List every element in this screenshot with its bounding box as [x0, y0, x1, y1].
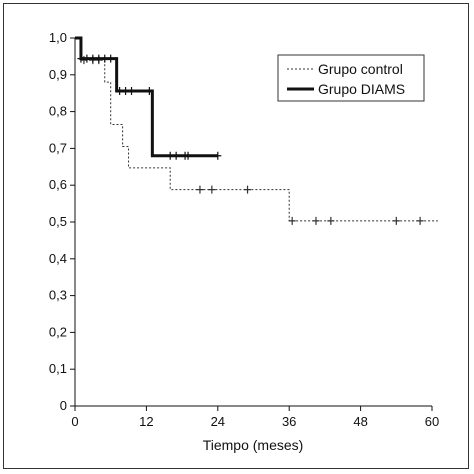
y-tick-label: 0 [60, 398, 67, 413]
censor-mark-1 [166, 151, 174, 160]
x-tick-label: 24 [211, 414, 225, 429]
y-tick-label: 0,3 [49, 288, 67, 303]
censor-mark-0 [208, 185, 216, 194]
censor-mark-1 [214, 151, 222, 160]
legend: Grupo control Grupo DIAMS [277, 54, 425, 102]
censor-mark-1 [116, 86, 124, 95]
censor-mark-1 [122, 86, 130, 95]
censor-mark-0 [288, 216, 296, 225]
y-tick-label: 1,0 [49, 30, 67, 45]
y-tick-label: 0,9 [49, 67, 67, 82]
x-tick-label: 12 [139, 414, 153, 429]
censor-mark-1 [184, 151, 192, 160]
censor-mark-1 [89, 54, 97, 63]
series-line-1 [75, 36, 218, 158]
x-tick-label: 0 [71, 414, 78, 429]
censor-mark-0 [392, 216, 400, 225]
y-tick-label: 0,6 [49, 177, 67, 192]
censor-mark-0 [312, 216, 320, 225]
legend-label-control: Grupo control [318, 61, 403, 77]
axes: 0 0,1 0,2 0,3 0,4 0,5 0,6 0,7 0,8 0,9 1,0 0 12 24 36 48… [49, 30, 439, 429]
x-tick-label: 36 [282, 414, 296, 429]
legend-label-diams: Grupo DIAMS [318, 81, 405, 97]
y-tick-label: 0,8 [49, 104, 67, 119]
censor-mark-1 [101, 54, 109, 63]
censor-mark-1 [145, 86, 153, 95]
censor-mark-1 [95, 54, 103, 63]
series-line-0 [75, 37, 438, 222]
y-tick-label: 0,4 [49, 251, 67, 266]
y-tick-label: 0,5 [49, 214, 67, 229]
censor-mark-1 [107, 54, 115, 63]
censor-mark-0 [244, 185, 252, 194]
censor-mark-1 [172, 151, 180, 160]
x-tick-label: 60 [425, 414, 439, 429]
censor-mark-1 [83, 54, 91, 63]
y-tick-label: 0,7 [49, 140, 67, 155]
censor-mark-1 [77, 54, 85, 63]
x-axis-title: Tiempo (meses) [203, 437, 304, 453]
series-layer [75, 36, 438, 225]
censor-mark-1 [128, 86, 136, 95]
censor-mark-0 [416, 216, 424, 225]
legend-box [277, 54, 425, 102]
censor-mark-0 [327, 216, 335, 225]
y-tick-label: 0,2 [49, 324, 67, 339]
x-tick-label: 48 [353, 414, 367, 429]
y-tick-label: 0,1 [49, 361, 67, 376]
censor-mark-0 [196, 185, 204, 194]
